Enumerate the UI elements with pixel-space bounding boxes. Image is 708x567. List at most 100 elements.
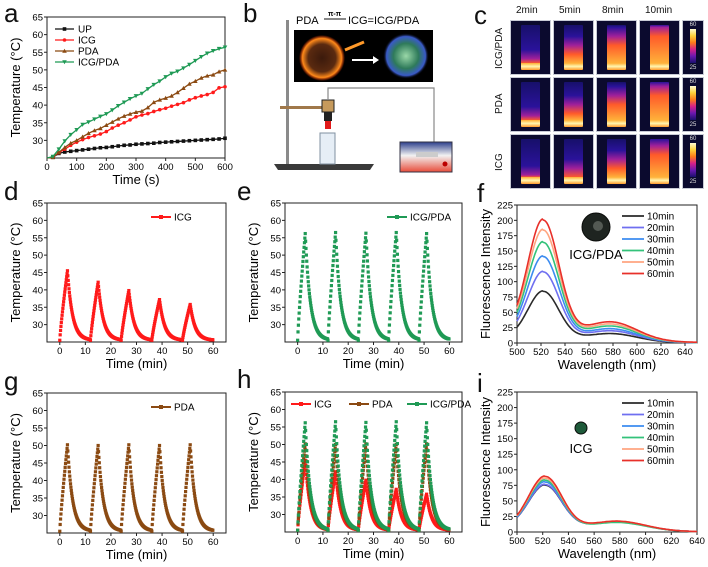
x-tick-label: 0	[295, 346, 300, 357]
data-point	[60, 317, 64, 321]
data-point	[392, 496, 396, 500]
data-point	[391, 477, 395, 481]
data-point	[361, 264, 365, 268]
thermal-image	[553, 134, 594, 189]
thermal-column-label: 5min	[559, 5, 581, 16]
data-point	[97, 292, 101, 296]
data-point	[62, 300, 66, 304]
data-point	[89, 334, 93, 338]
data-point	[422, 449, 426, 453]
data-point	[94, 466, 98, 470]
data-point	[151, 82, 157, 87]
data-point	[307, 288, 311, 292]
y-axis-label: Fluorescence Intensity	[478, 396, 493, 527]
data-point	[428, 280, 432, 284]
data-point	[395, 435, 399, 439]
data-point	[388, 501, 392, 505]
data-point	[70, 310, 74, 314]
data-point	[395, 442, 399, 446]
data-point	[336, 274, 340, 279]
data-point	[90, 327, 94, 331]
data-point	[420, 484, 424, 488]
data-point	[365, 488, 369, 492]
data-point	[155, 462, 160, 466]
data-point	[426, 454, 431, 459]
data-point	[388, 511, 392, 515]
data-point	[94, 293, 98, 297]
y-tick-label: 30	[32, 511, 43, 522]
y-tick-label: 55	[32, 48, 43, 59]
y-tick-label: 0	[508, 528, 513, 539]
laser-controller	[399, 141, 453, 173]
data-point	[420, 474, 425, 478]
data-point	[132, 497, 136, 501]
data-point	[152, 498, 156, 503]
data-point	[62, 60, 67, 65]
data-point	[98, 466, 102, 470]
data-point	[91, 494, 95, 498]
data-point	[432, 502, 436, 507]
data-point	[359, 294, 363, 299]
data-point	[302, 435, 306, 439]
data-point	[62, 296, 66, 301]
data-point	[180, 338, 185, 342]
data-point	[164, 505, 168, 509]
data-point	[418, 523, 422, 527]
data-point	[361, 496, 365, 500]
data-point	[211, 137, 215, 142]
data-point	[298, 493, 302, 497]
data-point	[423, 460, 427, 465]
x-tick-label: 540	[560, 536, 576, 547]
data-point	[331, 259, 335, 263]
data-point	[67, 283, 71, 287]
x-tick-label: 580	[612, 536, 628, 547]
data-point	[121, 113, 127, 118]
data-point	[306, 465, 310, 469]
temperature-colorbar: 60 25	[682, 20, 704, 75]
data-point	[364, 478, 368, 482]
data-point	[427, 460, 431, 464]
legend-label: ICG	[314, 400, 332, 411]
data-point	[400, 495, 404, 500]
data-point	[127, 288, 131, 293]
data-point	[160, 482, 165, 486]
data-point	[361, 269, 365, 273]
data-point	[189, 460, 193, 464]
data-point	[366, 275, 371, 279]
data-point	[395, 493, 399, 497]
data-point	[93, 478, 97, 482]
y-tick-label: 35	[32, 494, 43, 505]
data-point	[122, 494, 126, 498]
data-point	[311, 314, 315, 319]
data-point	[337, 469, 341, 473]
data-point	[121, 320, 126, 325]
data-point	[188, 449, 193, 453]
data-point	[327, 501, 332, 505]
data-point	[157, 140, 162, 145]
data-point	[86, 147, 91, 151]
data-point	[304, 253, 308, 257]
data-point	[65, 443, 70, 447]
data-point	[70, 308, 74, 312]
y-tick-label: 35	[32, 303, 43, 314]
chart-h: 0 10 20 30 40 50 60 30 35 40 45 50 55 60 65 Time (min) T…	[246, 388, 471, 562]
y-axis-label: Temperature (°C)	[8, 413, 23, 513]
data-point	[100, 313, 104, 317]
data-point	[336, 464, 340, 468]
data-point	[162, 494, 166, 498]
data-point	[366, 464, 371, 469]
data-point	[360, 279, 364, 283]
data-point	[401, 498, 405, 502]
data-point	[333, 446, 337, 450]
data-point	[371, 312, 375, 317]
data-point	[398, 481, 403, 485]
data-point	[65, 272, 69, 276]
spectrum-60min	[516, 217, 697, 344]
data-point	[159, 470, 164, 474]
data-point	[363, 245, 367, 249]
x-tick-label: 50	[419, 536, 430, 547]
data-point	[126, 454, 130, 458]
thermal-image	[510, 134, 551, 189]
data-point	[157, 107, 162, 112]
data-point	[331, 448, 335, 452]
